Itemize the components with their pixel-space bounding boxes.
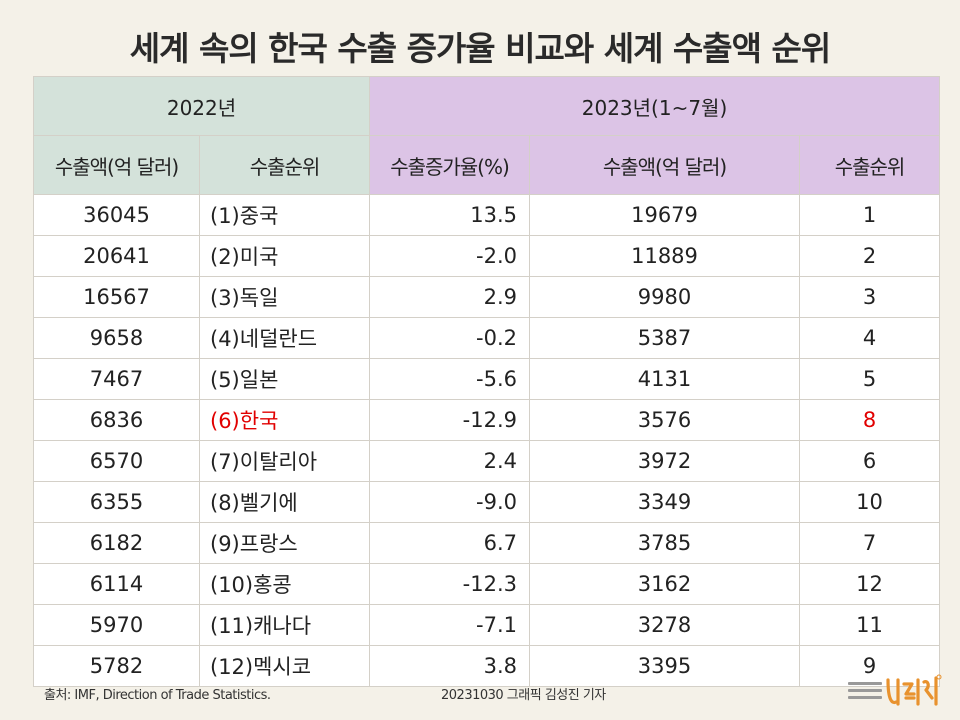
cell-2023-growth-rate: -9.0 <box>369 481 530 523</box>
table-row: 6114 (10)홍콩 -12.3 3162 12 <box>33 563 941 605</box>
cell-2023-growth-rate: -12.3 <box>369 563 530 605</box>
cell-2023-export-amount: 5387 <box>529 317 800 359</box>
cell-2023-growth-rate: 3.8 <box>369 645 530 687</box>
cell-2023-export-amount: 4131 <box>529 358 800 400</box>
credit-note: 20231030 그래픽 김성진 기자 <box>441 688 606 703</box>
cell-2022-country-rank: (8)벨기에 <box>199 481 370 523</box>
table-row: 6182 (9)프랑스 6.7 3785 7 <box>33 522 941 564</box>
cell-2023-export-rank: 12 <box>798 563 941 605</box>
table-row: 6836 (6)한국 -12.9 3576 8 <box>33 399 941 441</box>
cell-2022-export-amount: 20641 <box>33 235 200 277</box>
table-row: 6570 (7)이탈리아 2.4 3972 6 <box>33 440 941 482</box>
cell-2022-country-rank: (3)독일 <box>199 276 370 318</box>
cell-2022-export-amount: 36045 <box>33 194 200 236</box>
table-row: 7467 (5)일본 -5.6 4131 5 <box>33 358 941 400</box>
cell-2023-export-rank: 4 <box>798 317 941 359</box>
cell-2022-export-amount: 6570 <box>33 440 200 482</box>
cell-2022-country-rank: (10)홍콩 <box>199 563 370 605</box>
cell-2023-export-rank: 11 <box>798 604 941 646</box>
cell-2022-export-amount: 6114 <box>33 563 200 605</box>
cell-2023-growth-rate: -2.0 <box>369 235 530 277</box>
cell-2022-export-amount: 6355 <box>33 481 200 523</box>
cell-2023-export-rank: 10 <box>798 481 941 523</box>
cell-2022-country-rank: (5)일본 <box>199 358 370 400</box>
table-row: 5970 (11)캐나다 -7.1 3278 11 <box>33 604 941 646</box>
cell-2022-country-rank: (11)캐나다 <box>199 604 370 646</box>
cell-2023-growth-rate: -7.1 <box>369 604 530 646</box>
cell-2022-country-rank: (1)중국 <box>199 194 370 236</box>
cell-2023-export-amount: 3349 <box>529 481 800 523</box>
cell-2023-export-rank: 2 <box>798 235 941 277</box>
cell-2023-export-rank: 1 <box>798 194 941 236</box>
cell-2023-export-amount: 3972 <box>529 440 800 482</box>
newspaper-logo-icon <box>848 674 942 706</box>
cell-2023-growth-rate: 6.7 <box>369 522 530 564</box>
table-body: 36045 (1)중국 13.5 19679 1 20641 (2)미국 -2.0 11889 2… <box>33 194 941 687</box>
table-row: 9658 (4)네덜란드 -0.2 5387 4 <box>33 317 941 359</box>
column-header-2023-export-rank: 수출순위 <box>798 135 941 195</box>
table-row: 16567 (3)독일 2.9 9980 3 <box>33 276 941 318</box>
cell-2022-country-rank: (6)한국 <box>199 399 370 441</box>
export-table: 2022년 2023년(1~7월) 수출액(억 달러) 수출순위 수출증가율(%… <box>33 76 941 687</box>
cell-2023-export-amount: 3785 <box>529 522 800 564</box>
table-row: 6355 (8)벨기에 -9.0 3349 10 <box>33 481 941 523</box>
source-note: 출처: IMF, Direction of Trade Statistics. <box>44 688 271 703</box>
cell-2022-export-amount: 5970 <box>33 604 200 646</box>
cell-2022-export-amount: 5782 <box>33 645 200 687</box>
cell-2022-export-amount: 6836 <box>33 399 200 441</box>
cell-2023-export-rank: 6 <box>798 440 941 482</box>
cell-2022-export-amount: 7467 <box>33 358 200 400</box>
cell-2022-country-rank: (12)멕시코 <box>199 645 370 687</box>
group-header-2022: 2022년 <box>33 76 370 136</box>
table-row: 36045 (1)중국 13.5 19679 1 <box>33 194 941 236</box>
cell-2023-growth-rate: -0.2 <box>369 317 530 359</box>
cell-2022-export-amount: 9658 <box>33 317 200 359</box>
cell-2023-export-rank: 9 <box>798 645 941 687</box>
cell-2023-export-amount: 3278 <box>529 604 800 646</box>
table-row: 20641 (2)미국 -2.0 11889 2 <box>33 235 941 277</box>
cell-2022-country-rank: (9)프랑스 <box>199 522 370 564</box>
cell-2023-export-rank: 7 <box>798 522 941 564</box>
cell-2023-export-amount: 3162 <box>529 563 800 605</box>
cell-2023-export-amount: 9980 <box>529 276 800 318</box>
table-row: 5782 (12)멕시코 3.8 3395 9 <box>33 645 941 687</box>
cell-2023-export-rank: 3 <box>798 276 941 318</box>
cell-2023-export-amount: 11889 <box>529 235 800 277</box>
cell-2023-export-amount: 3576 <box>529 399 800 441</box>
column-header-2023-export-amount: 수출액(억 달러) <box>529 135 800 195</box>
column-header-2023-growth-rate: 수출증가율(%) <box>369 135 530 195</box>
cell-2023-export-rank: 5 <box>798 358 941 400</box>
cell-2023-growth-rate: 13.5 <box>369 194 530 236</box>
cell-2023-growth-rate: -5.6 <box>369 358 530 400</box>
cell-2023-growth-rate: 2.9 <box>369 276 530 318</box>
cell-2023-growth-rate: 2.4 <box>369 440 530 482</box>
cell-2022-export-amount: 16567 <box>33 276 200 318</box>
cell-2022-country-rank: (2)미국 <box>199 235 370 277</box>
column-header-2022-export-rank: 수출순위 <box>199 135 370 195</box>
cell-2022-country-rank: (4)네덜란드 <box>199 317 370 359</box>
cell-2023-growth-rate: -12.9 <box>369 399 530 441</box>
page-title: 세계 속의 한국 수출 증가율 비교와 세계 수출액 순위 <box>129 29 831 68</box>
cell-2023-export-rank: 8 <box>798 399 941 441</box>
cell-2022-country-rank: (7)이탈리아 <box>199 440 370 482</box>
cell-2022-export-amount: 6182 <box>33 522 200 564</box>
cell-2023-export-amount: 19679 <box>529 194 800 236</box>
column-header-2022-export-amount: 수출액(억 달러) <box>33 135 200 195</box>
group-header-2023: 2023년(1~7월) <box>368 76 941 136</box>
cell-2023-export-amount: 3395 <box>529 645 800 687</box>
